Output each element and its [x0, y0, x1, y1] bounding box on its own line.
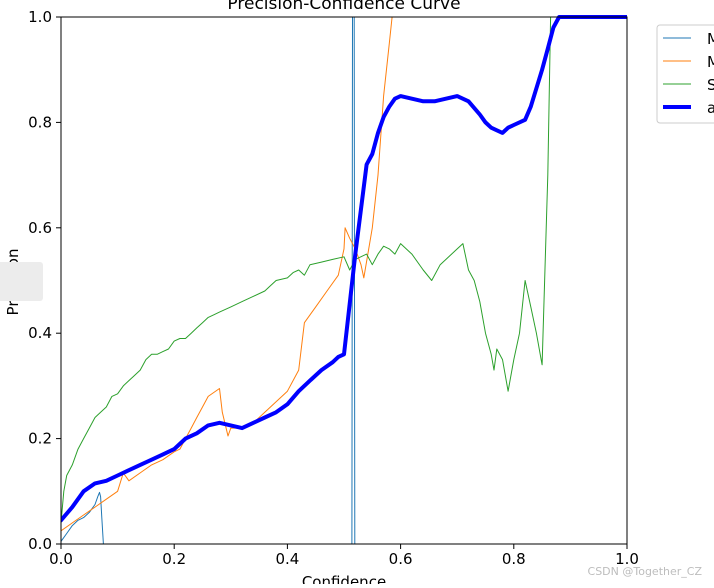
x-tick-label: 0.0 [49, 550, 73, 568]
y-tick-label: 0.2 [28, 430, 52, 448]
legend-label-2: S [707, 76, 714, 94]
x-tick-label: 1.0 [615, 550, 639, 568]
legend-label-3: a [707, 99, 714, 117]
x-axis-label: Confidence [302, 573, 386, 584]
x-tick-label: 0.4 [275, 550, 299, 568]
chart-title: Precision-Confidence Curve [227, 0, 460, 14]
legend-label-1: M [707, 53, 714, 71]
series-line-3 [61, 15, 627, 523]
y-tick-label: 0.4 [28, 324, 52, 342]
legend-box [656, 24, 714, 124]
series-line-0 [61, 16, 627, 545]
legend-label-0: M [707, 30, 714, 48]
y-tick-label: 0.6 [28, 219, 52, 237]
y-tick-label: 0.0 [28, 535, 52, 553]
y-tick-label: 1.0 [28, 8, 52, 26]
side-tab[interactable] [0, 262, 43, 301]
x-tick-label: 0.6 [389, 550, 413, 568]
x-tick-label: 0.8 [502, 550, 526, 568]
plot-frame [60, 16, 628, 545]
series-line-2 [61, 16, 627, 524]
series-line-1 [61, 16, 393, 532]
watermark-text: CSDN @Together_CZ [587, 565, 702, 578]
x-tick-label: 0.2 [162, 550, 186, 568]
y-tick-label: 0.8 [28, 113, 52, 131]
